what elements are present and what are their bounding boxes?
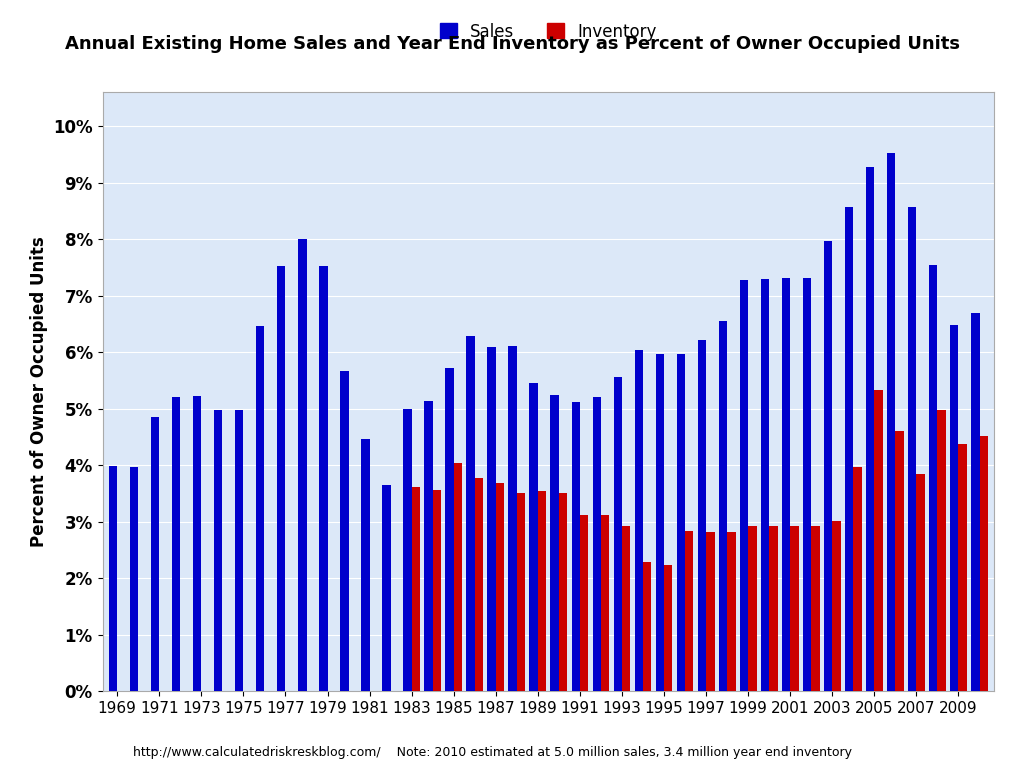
- Bar: [454, 463, 462, 691]
- Bar: [916, 474, 925, 691]
- Bar: [643, 561, 652, 691]
- Bar: [256, 326, 264, 691]
- Bar: [748, 525, 756, 691]
- Bar: [277, 266, 286, 691]
- Bar: [109, 465, 117, 691]
- Bar: [319, 266, 328, 691]
- Bar: [538, 492, 546, 691]
- Bar: [832, 521, 840, 691]
- Bar: [622, 525, 630, 691]
- Bar: [235, 410, 243, 691]
- Bar: [676, 354, 685, 691]
- Bar: [487, 347, 496, 691]
- Bar: [740, 280, 748, 691]
- Y-axis label: Percent of Owner Occupied Units: Percent of Owner Occupied Units: [30, 237, 47, 547]
- Bar: [685, 531, 694, 691]
- Bar: [496, 483, 504, 691]
- Bar: [572, 402, 580, 691]
- Bar: [824, 241, 832, 691]
- Bar: [433, 490, 441, 691]
- Bar: [340, 372, 348, 691]
- Bar: [664, 565, 672, 691]
- Bar: [550, 395, 559, 691]
- Bar: [424, 401, 433, 691]
- Legend: Sales, Inventory: Sales, Inventory: [440, 22, 657, 41]
- Bar: [517, 493, 525, 691]
- Bar: [727, 531, 736, 691]
- Bar: [412, 487, 420, 691]
- Bar: [361, 439, 370, 691]
- Bar: [896, 432, 904, 691]
- Bar: [508, 346, 517, 691]
- Bar: [782, 278, 790, 691]
- Bar: [466, 336, 475, 691]
- Bar: [130, 468, 138, 691]
- Bar: [298, 239, 306, 691]
- Bar: [706, 531, 714, 691]
- Bar: [656, 354, 664, 691]
- Bar: [980, 436, 988, 691]
- Bar: [614, 377, 622, 691]
- Bar: [803, 278, 811, 691]
- Bar: [971, 313, 980, 691]
- Bar: [530, 382, 538, 691]
- Bar: [887, 153, 896, 691]
- Bar: [382, 485, 391, 691]
- Bar: [938, 410, 946, 691]
- Bar: [172, 397, 180, 691]
- Bar: [761, 279, 769, 691]
- Bar: [719, 321, 727, 691]
- Bar: [811, 525, 820, 691]
- Bar: [845, 207, 854, 691]
- Bar: [475, 478, 483, 691]
- Bar: [601, 515, 610, 691]
- Bar: [559, 493, 567, 691]
- Bar: [214, 410, 222, 691]
- Bar: [445, 368, 454, 691]
- Bar: [151, 417, 159, 691]
- Bar: [958, 444, 967, 691]
- Bar: [634, 350, 643, 691]
- Bar: [950, 325, 958, 691]
- Bar: [592, 397, 601, 691]
- Bar: [769, 525, 778, 691]
- Bar: [866, 167, 874, 691]
- Bar: [929, 265, 938, 691]
- Bar: [854, 467, 862, 691]
- Bar: [874, 390, 883, 691]
- Bar: [790, 525, 798, 691]
- Bar: [403, 409, 412, 691]
- Bar: [580, 515, 588, 691]
- Text: http://www.calculatedriskreskblog.com/    Note: 2010 estimated at 5.0 million sa: http://www.calculatedriskreskblog.com/ N…: [133, 746, 852, 759]
- Text: Annual Existing Home Sales and Year End Inventory as Percent of Owner Occupied U: Annual Existing Home Sales and Year End …: [65, 35, 960, 52]
- Bar: [908, 207, 916, 691]
- Bar: [698, 339, 706, 691]
- Bar: [193, 396, 201, 691]
